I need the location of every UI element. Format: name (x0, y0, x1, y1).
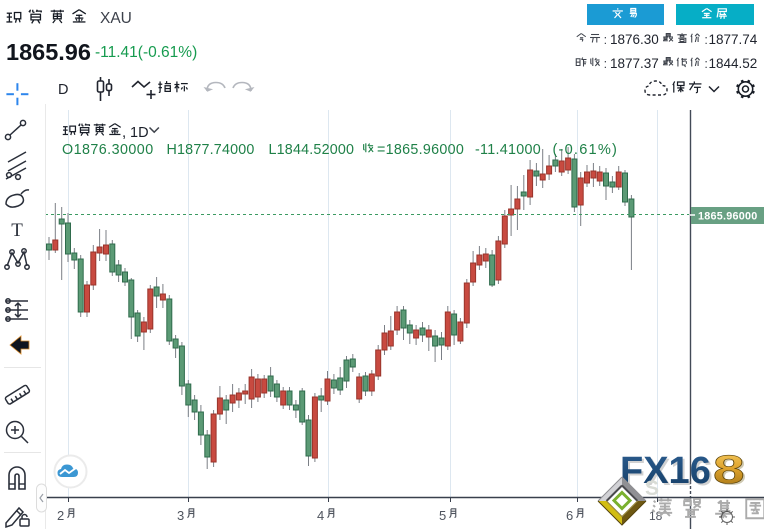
svg-text:1865.96: 1865.96 (6, 39, 91, 65)
svg-text:H1877.74000: H1877.74000 (167, 142, 255, 158)
svg-text:1844.52: 1844.52 (709, 56, 758, 71)
svg-text:S: S (645, 477, 659, 500)
svg-text:O1876.30000: O1876.30000 (62, 142, 154, 158)
svg-text::: : (604, 57, 607, 71)
svg-text::: : (604, 33, 607, 47)
svg-text:T: T (11, 220, 23, 241)
svg-text:,: , (122, 124, 126, 141)
svg-text::: : (704, 33, 707, 47)
svg-text:2: 2 (57, 508, 64, 523)
svg-text:1876.30: 1876.30 (610, 32, 659, 47)
svg-text:6: 6 (566, 508, 573, 523)
svg-text:XAU: XAU (100, 10, 132, 27)
svg-text:-11.41(-0.61%): -11.41(-0.61%) (95, 44, 197, 61)
svg-text:(-0.61%): (-0.61%) (553, 142, 619, 158)
svg-text:3: 3 (177, 508, 184, 523)
svg-text:1877.74: 1877.74 (709, 32, 758, 47)
svg-text::: : (704, 57, 707, 71)
svg-text:FX16: FX16 (620, 450, 711, 492)
svg-text:-11.41000: -11.41000 (475, 142, 541, 158)
svg-text:1D: 1D (130, 125, 149, 141)
svg-text:=1865.96000: =1865.96000 (377, 142, 464, 158)
svg-text:1877.37: 1877.37 (610, 56, 659, 71)
svg-text:FX16: FX16 (622, 452, 713, 494)
svg-text:1865.96000: 1865.96000 (698, 210, 758, 222)
svg-text:D: D (58, 82, 68, 98)
svg-text:4: 4 (317, 508, 324, 523)
svg-text:L1844.52000: L1844.52000 (269, 142, 355, 158)
svg-text:8: 8 (715, 449, 747, 493)
svg-text:8: 8 (713, 448, 745, 492)
svg-text:5: 5 (439, 508, 446, 523)
